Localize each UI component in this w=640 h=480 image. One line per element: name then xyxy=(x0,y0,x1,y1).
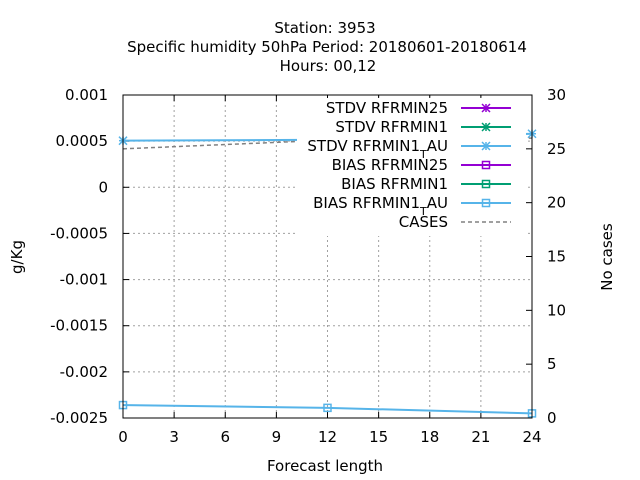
x-tick-label: 21 xyxy=(471,428,490,446)
y-tick-label: 0.0005 xyxy=(56,132,109,150)
x-tick-label: 0 xyxy=(118,428,128,446)
legend-label: STDV RFRMIN1 xyxy=(335,118,448,136)
y-tick-label: -0.002 xyxy=(60,363,108,381)
y-tick-label: -0.0005 xyxy=(50,224,108,242)
y2-tick-label: 15 xyxy=(547,248,566,266)
y-tick-label: -0.0025 xyxy=(50,409,108,427)
y-tick-label: 0.001 xyxy=(65,86,108,104)
legend-label: STDV RFRMIN1TAU xyxy=(307,137,448,161)
data-point-star xyxy=(481,122,491,132)
x-axis-label: Forecast length xyxy=(267,457,383,475)
x-tick-label: 3 xyxy=(169,428,179,446)
y-tick-label: -0.001 xyxy=(60,271,108,289)
legend-label: CASES xyxy=(399,213,448,231)
y-tick-label: -0.0015 xyxy=(50,317,108,335)
chart-title-hours: Hours: 00,12 xyxy=(280,57,377,75)
data-point-star xyxy=(481,103,491,113)
x-tick-label: 9 xyxy=(272,428,282,446)
data-point-square xyxy=(481,198,491,208)
y2-tick-label: 0 xyxy=(547,409,557,427)
data-point-square xyxy=(481,179,491,189)
series-line xyxy=(122,404,533,415)
chart-title-station: Station: 3953 xyxy=(274,19,375,37)
y-tick-label: 0 xyxy=(98,178,108,196)
legend-background xyxy=(297,98,526,236)
legend-label: STDV RFRMIN25 xyxy=(326,99,448,117)
y2-tick-label: 30 xyxy=(547,86,566,104)
y2-axis-label: No cases xyxy=(598,223,616,291)
y2-tick-label: 5 xyxy=(547,355,557,373)
y2-tick-label: 10 xyxy=(547,301,566,319)
data-point-square xyxy=(323,403,332,413)
plot-frame xyxy=(122,94,533,419)
legend-label: BIAS RFRMIN1TAU xyxy=(313,194,448,218)
y2-tick-label: 20 xyxy=(547,194,566,212)
x-tick-label: 15 xyxy=(369,428,388,446)
y2-tick-label: 25 xyxy=(547,140,566,158)
chart-title-variable-period: Specific humidity 50hPa Period: 20180601… xyxy=(127,38,527,56)
x-tick-label: 18 xyxy=(420,428,439,446)
data-point-star xyxy=(481,141,491,151)
x-tick-label: 12 xyxy=(318,428,337,446)
x-tick-label: 6 xyxy=(220,428,230,446)
legend-label: BIAS RFRMIN1 xyxy=(341,175,448,193)
data-point-square xyxy=(481,160,491,170)
x-tick-label: 24 xyxy=(522,428,541,446)
y-axis-label: g/Kg xyxy=(8,240,26,274)
legend-label: BIAS RFRMIN25 xyxy=(332,156,448,174)
